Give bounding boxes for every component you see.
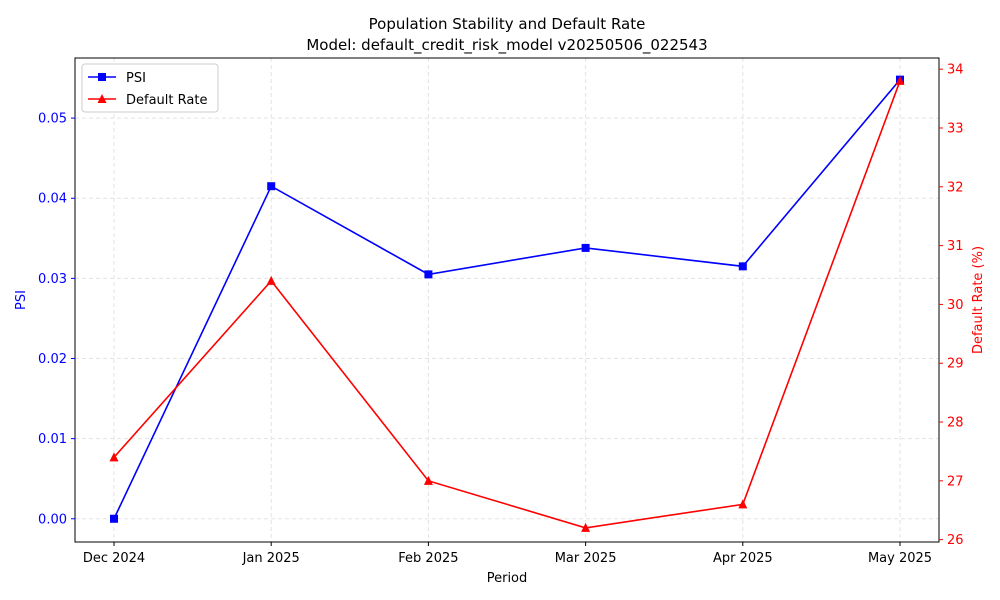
data-point-default-rate: [895, 75, 905, 85]
left-y-tick-label: 0.02: [38, 352, 67, 367]
data-point-default-rate: [738, 499, 748, 509]
left-y-tick-label: 0.03: [38, 272, 67, 287]
right-y-tick-label: 29: [947, 357, 964, 372]
series-layer: [109, 75, 905, 532]
left-y-tick-label: 0.00: [38, 512, 67, 527]
left-y-tick-label: 0.05: [38, 112, 67, 127]
data-point-default-rate: [423, 475, 433, 485]
data-point-psi: [424, 270, 433, 279]
legend: PSI Default Rate: [81, 63, 219, 113]
chart-subtitle: Model: default_credit_risk_model v202505…: [306, 36, 707, 55]
data-point-psi: [267, 182, 276, 191]
data-point-default-rate: [581, 522, 591, 532]
legend-default-label: Default Rate: [126, 93, 207, 108]
right-y-tick-label: 28: [947, 416, 964, 431]
left-axis-label: PSI: [14, 290, 29, 310]
data-point-psi: [738, 262, 747, 271]
legend-psi-label: PSI: [126, 71, 146, 86]
grid: [75, 58, 939, 542]
x-tick-label: Apr 2025: [713, 551, 773, 566]
right-y-tick-label: 30: [947, 298, 964, 313]
right-y-tick-label: 33: [947, 121, 964, 136]
legend-default-marker: [97, 94, 107, 103]
chart-title: Population Stability and Default Rate: [369, 15, 646, 33]
legend-psi-marker: [98, 73, 106, 81]
left-y-tick-label: 0.01: [38, 432, 67, 447]
data-point-default-rate: [109, 452, 119, 462]
plot-frame: [74, 57, 940, 543]
x-axis: Dec 2024 Jan 2025 Feb 2025 Mar 2025 Apr 2025…: [83, 542, 932, 566]
legend-box: [81, 63, 219, 113]
right-y-tick-label: 32: [947, 180, 964, 195]
right-y-tick-label: 31: [947, 239, 964, 254]
x-tick-label: Mar 2025: [555, 551, 617, 566]
data-point-psi: [110, 514, 118, 523]
right-axis-label: Default Rate (%): [971, 246, 986, 354]
x-tick-label: Jan 2025: [242, 551, 300, 566]
right-y-tick-label: 26: [947, 533, 964, 548]
right-y-tick-label: 27: [947, 474, 964, 489]
data-point-default-rate: [266, 275, 276, 285]
data-point-psi: [581, 243, 590, 252]
left-axis: 0.00 0.01 0.02 0.03 0.04 0.05: [38, 112, 75, 527]
x-tick-label: May 2025: [868, 551, 932, 566]
series-line-default-rate: [113, 80, 901, 529]
series-line-psi: [113, 79, 901, 520]
right-axis: 26 27 28 29 30 31 32 33 34: [939, 63, 964, 548]
x-axis-label: Period: [487, 571, 528, 586]
x-tick-label: Feb 2025: [398, 551, 458, 566]
x-tick-label: Dec 2024: [83, 551, 145, 566]
right-y-tick-label: 34: [947, 63, 964, 78]
left-y-tick-label: 0.04: [38, 192, 67, 207]
